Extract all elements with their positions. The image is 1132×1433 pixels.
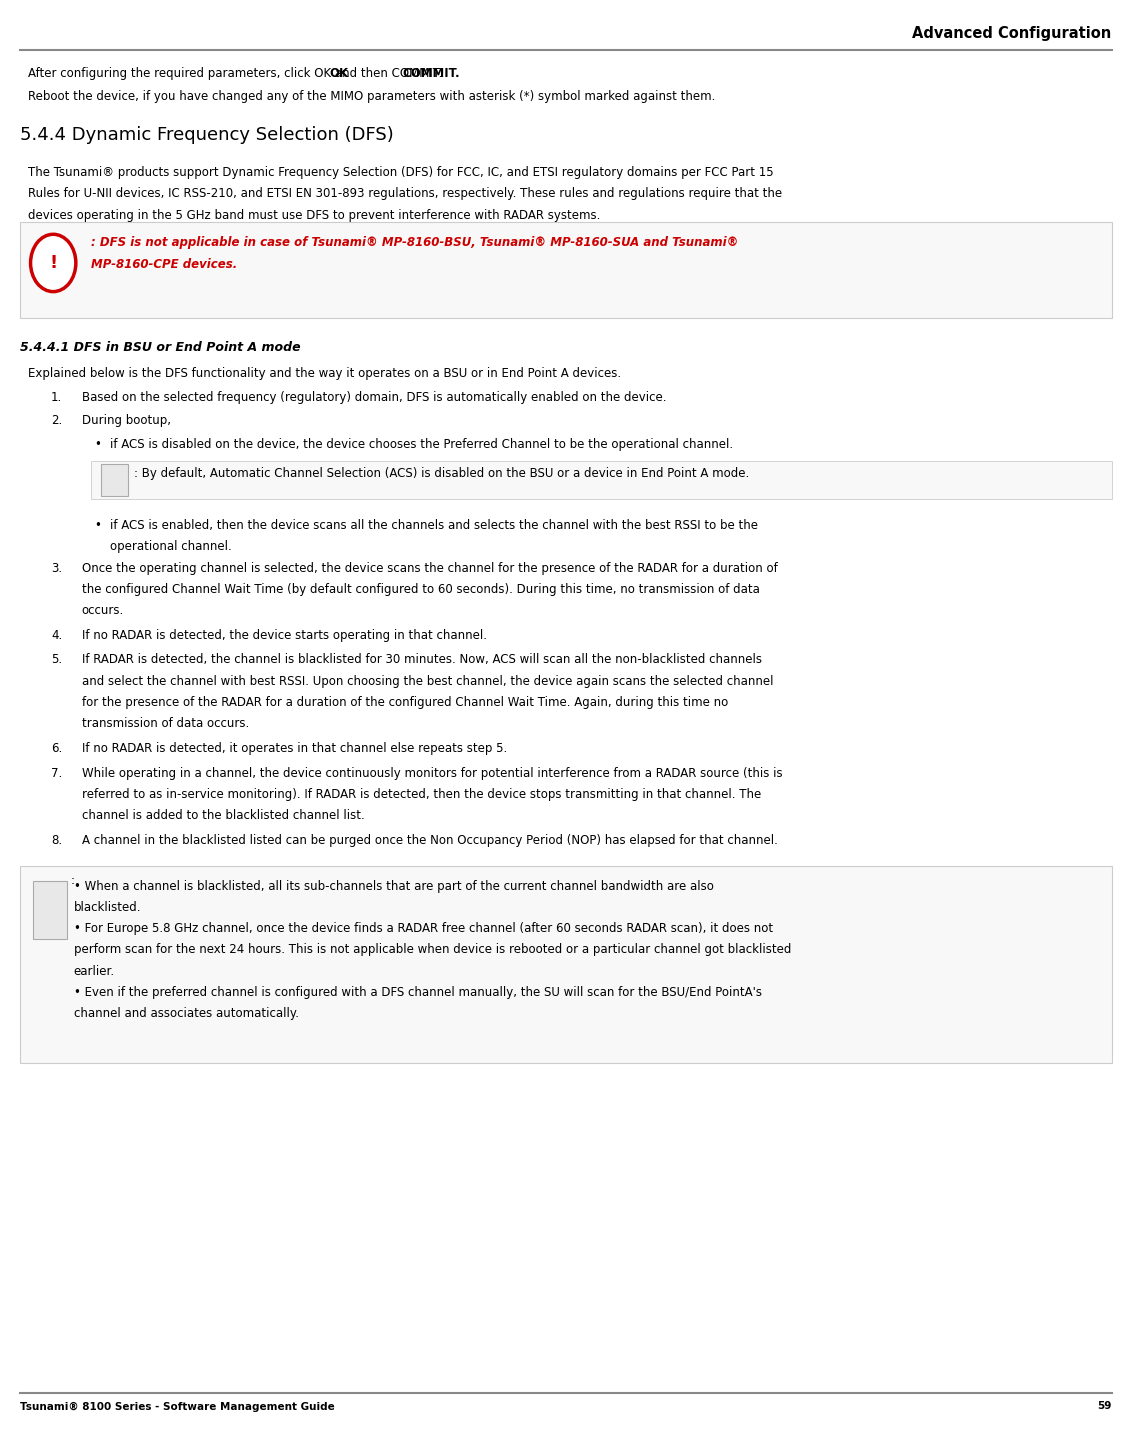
Text: Rules for U-NII devices, IC RSS-210, and ETSI EN 301-893 regulations, respective: Rules for U-NII devices, IC RSS-210, and… bbox=[28, 188, 782, 201]
Text: Based on the selected frequency (regulatory) domain, DFS is automatically enable: Based on the selected frequency (regulat… bbox=[82, 391, 666, 404]
Text: 6.: 6. bbox=[51, 742, 62, 755]
Text: 5.: 5. bbox=[51, 653, 62, 666]
Text: • Even if the preferred channel is configured with a DFS channel manually, the S: • Even if the preferred channel is confi… bbox=[74, 986, 762, 999]
Text: transmission of data occurs.: transmission of data occurs. bbox=[82, 716, 249, 729]
FancyBboxPatch shape bbox=[20, 866, 1112, 1063]
Text: : By default, Automatic Channel Selection (ACS) is disabled on the BSU or a devi: : By default, Automatic Channel Selectio… bbox=[134, 467, 749, 480]
Text: If RADAR is detected, the channel is blacklisted for 30 minutes. Now, ACS will s: If RADAR is detected, the channel is bla… bbox=[82, 653, 762, 666]
Text: and select the channel with best RSSI. Upon choosing the best channel, the devic: and select the channel with best RSSI. U… bbox=[82, 675, 773, 688]
Text: 1.: 1. bbox=[51, 391, 62, 404]
FancyBboxPatch shape bbox=[20, 222, 1112, 318]
Text: •: • bbox=[94, 438, 101, 451]
Text: If no RADAR is detected, the device starts operating in that channel.: If no RADAR is detected, the device star… bbox=[82, 629, 487, 642]
Text: devices operating in the 5 GHz band must use DFS to prevent interference with RA: devices operating in the 5 GHz band must… bbox=[28, 209, 601, 222]
Text: 7.: 7. bbox=[51, 767, 62, 780]
Text: 59: 59 bbox=[1097, 1401, 1112, 1412]
Text: if ACS is disabled on the device, the device chooses the Preferred Channel to be: if ACS is disabled on the device, the de… bbox=[110, 438, 732, 451]
Text: occurs.: occurs. bbox=[82, 605, 123, 618]
FancyBboxPatch shape bbox=[33, 881, 67, 939]
Text: perform scan for the next 24 hours. This is not applicable when device is reboot: perform scan for the next 24 hours. This… bbox=[74, 943, 791, 956]
Text: • When a channel is blacklisted, all its sub-channels that are part of the curre: • When a channel is blacklisted, all its… bbox=[74, 880, 713, 893]
Text: !: ! bbox=[49, 254, 58, 272]
Text: The Tsunami® products support Dynamic Frequency Selection (DFS) for FCC, IC, and: The Tsunami® products support Dynamic Fr… bbox=[28, 166, 774, 179]
Text: Reboot the device, if you have changed any of the MIMO parameters with asterisk : Reboot the device, if you have changed a… bbox=[28, 90, 715, 103]
Text: the configured Channel Wait Time (by default configured to 60 seconds). During t: the configured Channel Wait Time (by def… bbox=[82, 583, 760, 596]
FancyBboxPatch shape bbox=[101, 464, 128, 496]
Text: : DFS is not applicable in case of Tsunami® MP-8160-BSU, Tsunami® MP-8160-SUA an: : DFS is not applicable in case of Tsuna… bbox=[91, 236, 738, 249]
Text: A channel in the blacklisted listed can be purged once the Non Occupancy Period : A channel in the blacklisted listed can … bbox=[82, 834, 778, 847]
Text: MP-8160-CPE devices.: MP-8160-CPE devices. bbox=[91, 258, 237, 271]
Text: operational channel.: operational channel. bbox=[110, 540, 232, 553]
Text: if ACS is enabled, then the device scans all the channels and selects the channe: if ACS is enabled, then the device scans… bbox=[110, 519, 757, 532]
Text: Explained below is the DFS functionality and the way it operates on a BSU or in : Explained below is the DFS functionality… bbox=[28, 367, 621, 380]
Text: Advanced Configuration: Advanced Configuration bbox=[912, 26, 1112, 40]
Text: 8.: 8. bbox=[51, 834, 62, 847]
Text: OK: OK bbox=[329, 67, 349, 80]
Text: channel is added to the blacklisted channel list.: channel is added to the blacklisted chan… bbox=[82, 810, 365, 823]
Circle shape bbox=[31, 234, 76, 292]
Text: If no RADAR is detected, it operates in that channel else repeats step 5.: If no RADAR is detected, it operates in … bbox=[82, 742, 507, 755]
Text: blacklisted.: blacklisted. bbox=[74, 901, 142, 914]
Text: earlier.: earlier. bbox=[74, 964, 114, 977]
Text: 4.: 4. bbox=[51, 629, 62, 642]
Text: referred to as in-service monitoring). If RADAR is detected, then the device sto: referred to as in-service monitoring). I… bbox=[82, 788, 761, 801]
Text: COMMIT.: COMMIT. bbox=[403, 67, 461, 80]
Text: 3.: 3. bbox=[51, 562, 62, 575]
Text: 5.4.4 Dynamic Frequency Selection (DFS): 5.4.4 Dynamic Frequency Selection (DFS) bbox=[20, 126, 394, 145]
Text: Once the operating channel is selected, the device scans the channel for the pre: Once the operating channel is selected, … bbox=[82, 562, 778, 575]
Text: 2.: 2. bbox=[51, 414, 62, 427]
Text: :: : bbox=[70, 874, 75, 887]
FancyBboxPatch shape bbox=[91, 461, 1112, 499]
Text: While operating in a channel, the device continuously monitors for potential int: While operating in a channel, the device… bbox=[82, 767, 782, 780]
Text: After configuring the required parameters, click OK and then COMMIT.: After configuring the required parameter… bbox=[28, 67, 443, 80]
Text: •: • bbox=[94, 519, 101, 532]
Text: channel and associates automatically.: channel and associates automatically. bbox=[74, 1007, 299, 1020]
Text: for the presence of the RADAR for a duration of the configured Channel Wait Time: for the presence of the RADAR for a dura… bbox=[82, 696, 728, 709]
Text: • For Europe 5.8 GHz channel, once the device finds a RADAR free channel (after : • For Europe 5.8 GHz channel, once the d… bbox=[74, 923, 773, 936]
Text: During bootup,: During bootup, bbox=[82, 414, 171, 427]
Text: Tsunami® 8100 Series - Software Management Guide: Tsunami® 8100 Series - Software Manageme… bbox=[20, 1401, 335, 1412]
Text: 5.4.4.1 DFS in BSU or End Point A mode: 5.4.4.1 DFS in BSU or End Point A mode bbox=[20, 341, 301, 354]
